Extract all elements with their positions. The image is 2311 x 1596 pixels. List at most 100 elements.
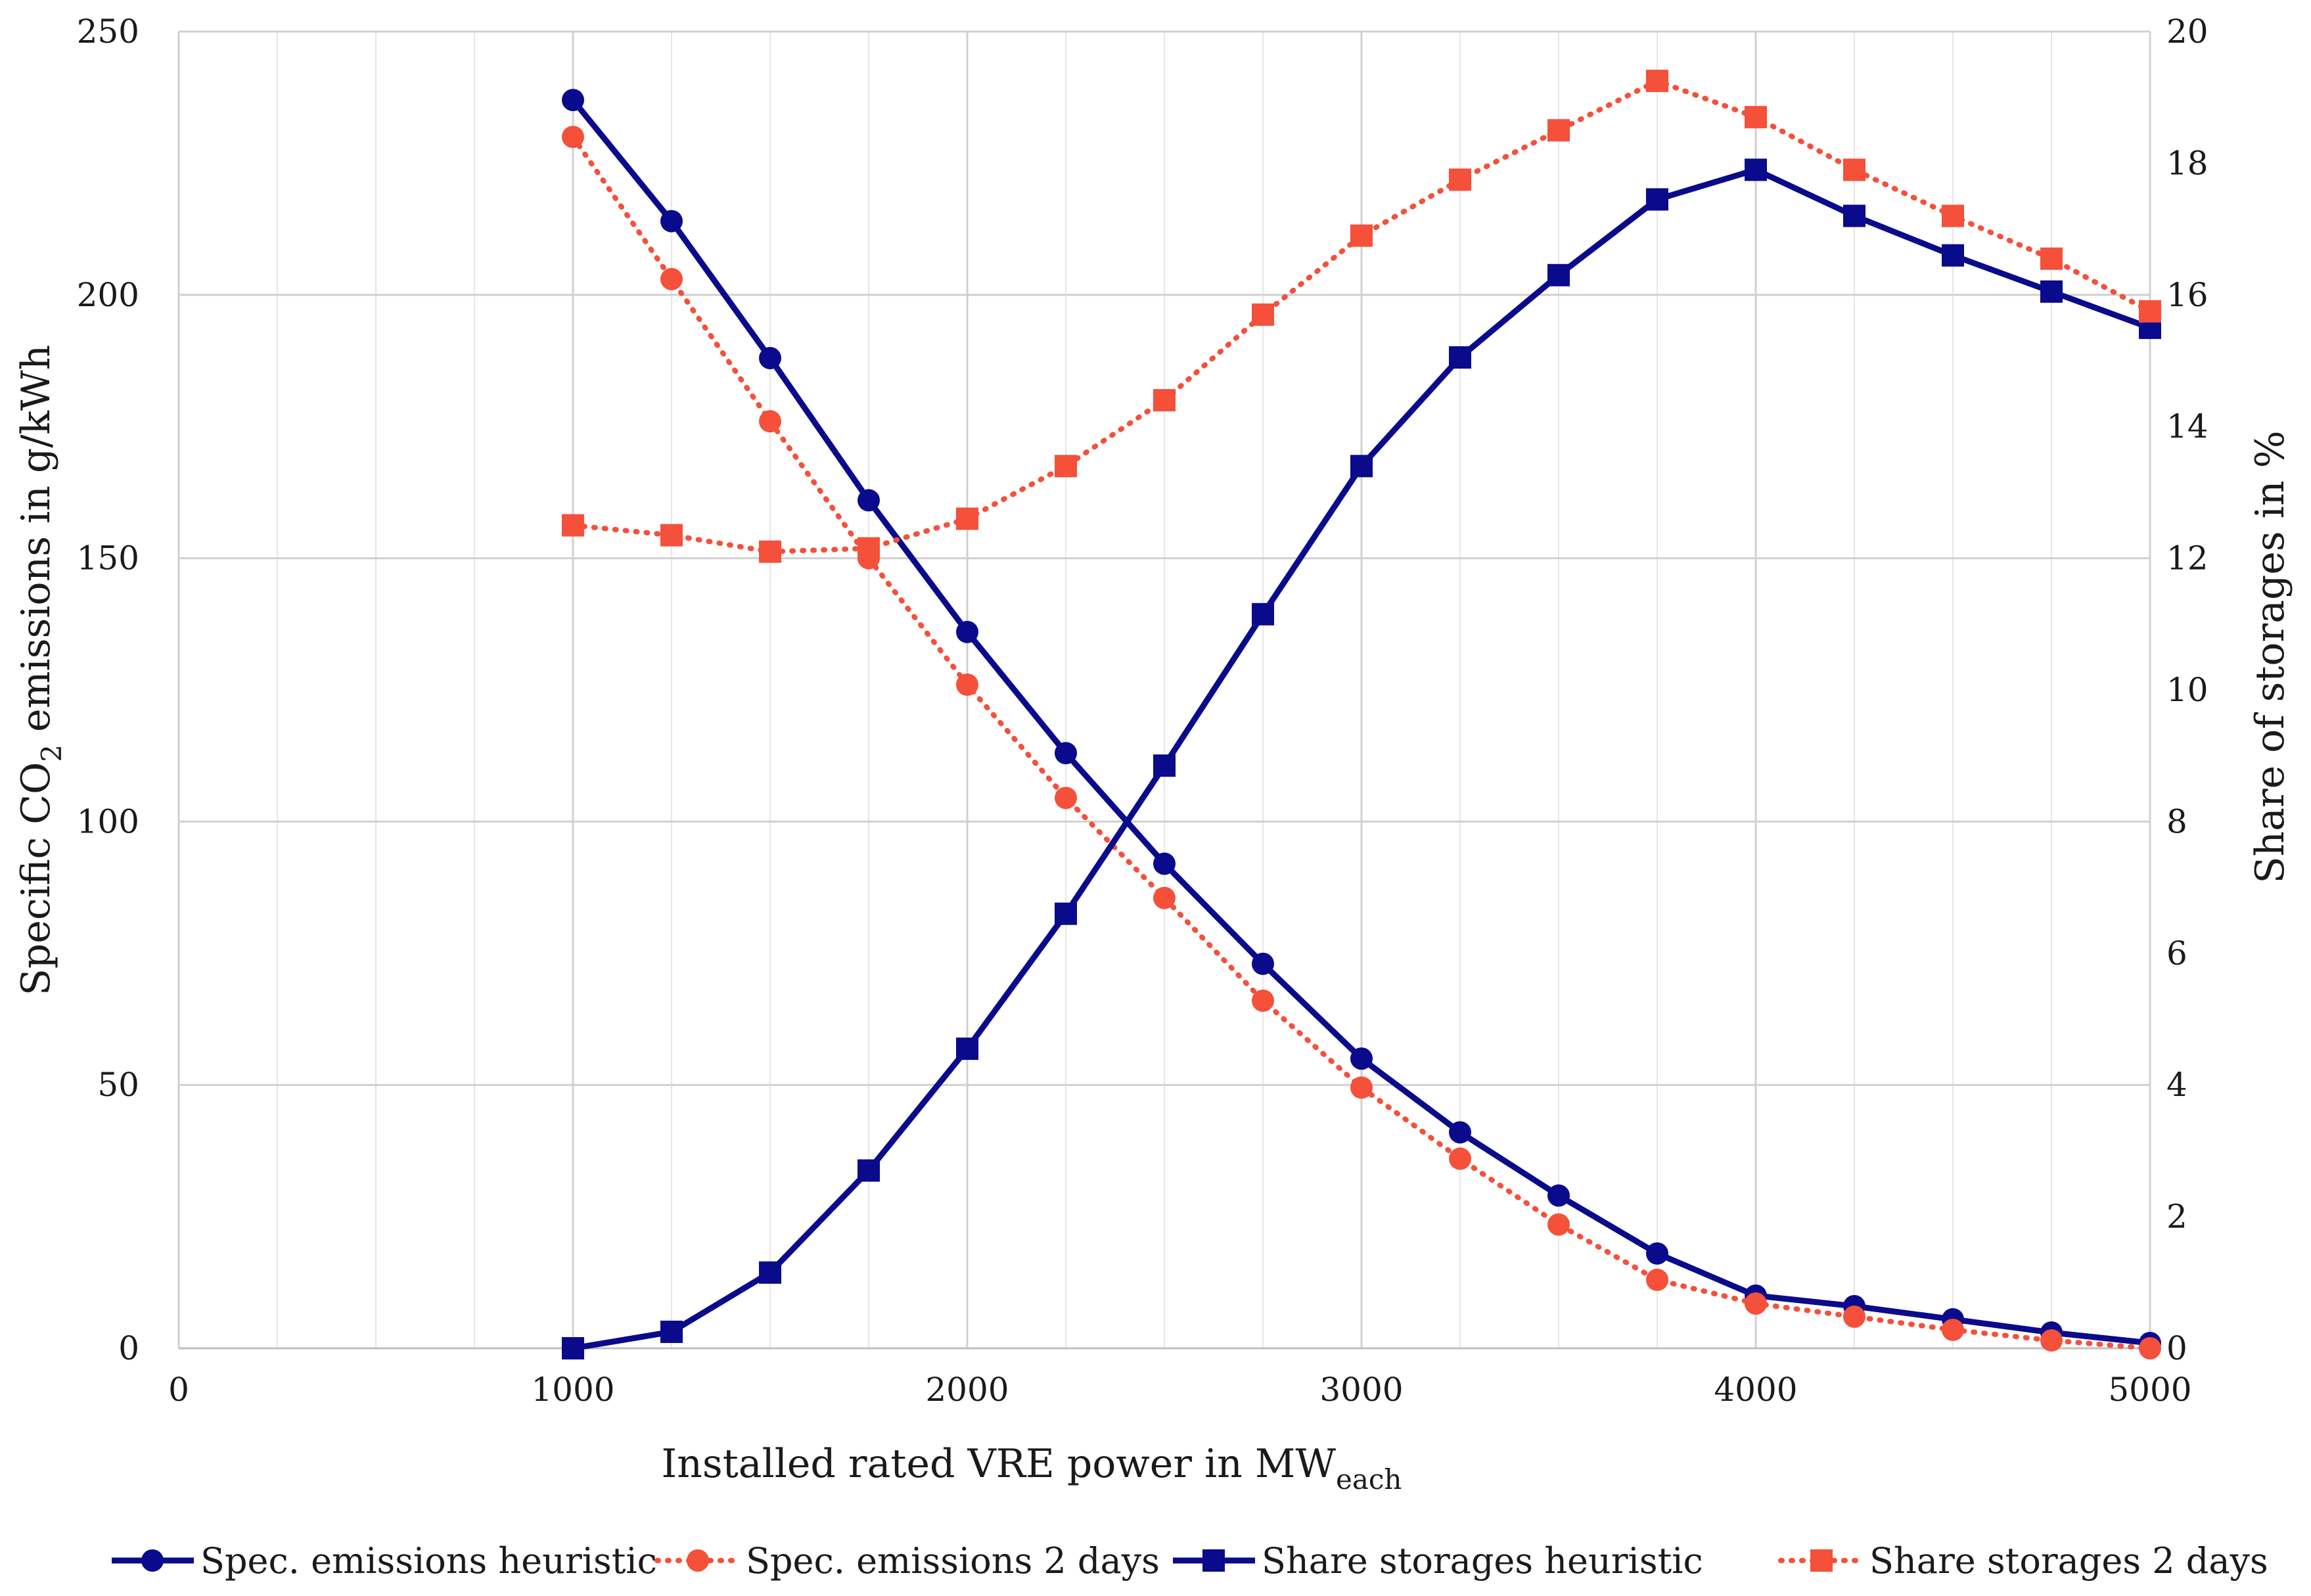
data-point [1055,902,1077,925]
y-axis-left-label: Specific CO2 emissions in g/kWh [13,345,68,996]
data-point [1252,989,1274,1012]
data-point [1547,1213,1570,1236]
data-point [660,267,683,290]
y-right-tick-label: 10 [2166,671,2208,709]
y-left-tick-label: 100 [77,802,139,840]
x-axis-label: Installed rated VRE power in MWeach [662,1441,1402,1495]
data-point [759,410,781,433]
series-line [570,78,2153,555]
y-right-tick-label: 18 [2166,144,2208,182]
data-point [1449,346,1471,369]
data-point [1350,1076,1373,1099]
data-point [562,89,584,112]
series-2 [562,158,2161,1359]
legend-item-0: Spec. emissions heuristic [112,1540,657,1582]
x-tick-label: 3000 [1319,1371,1403,1409]
axes [177,32,2150,1350]
data-point [1547,1184,1570,1207]
data-point [1055,787,1077,809]
y-right-tick-label: 14 [2166,407,2208,445]
x-tick-label: 2000 [925,1371,1009,1409]
tick-labels: 0 1000 2000 3000 4000 5000 0 50 100 150 200 250 0 2 4 6… [77,12,2208,1409]
y-right-tick-label: 16 [2166,276,2208,314]
x-tick-label: 4000 [1714,1371,1797,1409]
series-0 [562,89,2161,1354]
data-point [1547,263,1570,286]
legend-item-3: Share storages 2 days [1778,1540,2268,1582]
data-point [1350,1047,1373,1070]
data-point [2040,1329,2063,1352]
legend-marker [1202,1549,1225,1572]
x-tick-label: 0 [168,1371,189,1409]
data-point [956,620,978,643]
data-point [1153,852,1176,875]
y-left-tick-label: 200 [77,276,139,314]
y-left-tick-label: 150 [77,539,139,578]
legend-marker [141,1549,164,1572]
data-point [1843,204,1865,227]
series-3 [562,70,2161,563]
legend-marker [687,1549,709,1572]
data-point [858,489,880,512]
data-point [1153,754,1176,777]
data-point [1745,106,1767,129]
y-left-tick-label: 50 [97,1066,139,1104]
y-right-tick-label: 6 [2166,934,2187,972]
legend-item-1: Spec. emissions 2 days [654,1540,1160,1582]
data-point [1055,455,1077,478]
series-1 [562,125,2161,1359]
y-right-tick-label: 20 [2166,12,2208,51]
y-left-tick-label: 250 [77,12,139,51]
data-point [1350,224,1373,247]
data-point [1942,204,1964,227]
data-point [1646,188,1668,211]
legend-label: Spec. emissions 2 days [746,1540,1160,1582]
data-point [759,540,781,563]
legend-label: Share storages heuristic [1262,1540,1703,1582]
data-point [1646,70,1668,93]
y-right-tick-label: 8 [2166,802,2187,840]
data-point [956,673,978,696]
legend-label: Share storages 2 days [1869,1540,2268,1582]
data-point [1252,952,1274,975]
data-point [660,524,683,547]
y-right-tick-label: 2 [2166,1198,2187,1236]
y-right-tick-label: 0 [2166,1329,2187,1367]
data-point [1646,1268,1668,1291]
legend-label: Spec. emissions heuristic [200,1540,657,1582]
data-point [1055,742,1077,765]
data-point [1252,303,1274,326]
data-point [1449,168,1471,191]
x-tick-label: 5000 [2108,1371,2191,1409]
data-point [1153,389,1176,412]
data-point [956,1037,978,1060]
data-series [562,70,2161,1359]
data-point [1745,1292,1767,1315]
data-point [2139,1337,2161,1359]
data-point [1350,455,1373,478]
data-point [1547,119,1570,142]
y-left-tick-label: 0 [118,1329,139,1367]
data-point [1843,158,1865,181]
data-point [1449,1147,1471,1170]
y-right-tick-label: 12 [2166,539,2208,578]
data-point [858,537,880,560]
data-point [1942,244,1964,267]
data-point [660,1320,683,1343]
data-point [1252,603,1274,626]
x-tick-label: 1000 [531,1371,614,1409]
data-point [759,346,781,369]
data-point [562,514,584,537]
y-axis-right-label: Share of storages in % [2247,430,2293,883]
data-point [1153,886,1176,909]
data-point [2139,300,2161,323]
data-point [1843,1305,1865,1328]
data-point [2040,247,2063,270]
data-point [759,1261,781,1284]
y-right-tick-label: 4 [2166,1066,2187,1104]
legend: Spec. emissions heuristic Spec. emissions… [112,1540,2268,1582]
data-point [562,1337,584,1359]
data-point [660,210,683,233]
legend-item-2: Share storages heuristic [1173,1540,1703,1582]
